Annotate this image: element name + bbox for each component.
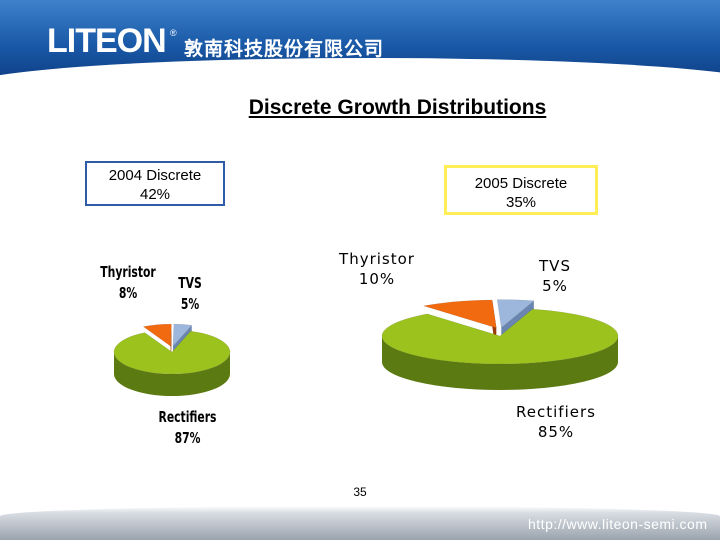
chart-2004-rectifiers-value: 87% [174,429,201,447]
chart-2004-label-thyristor: Thyristor 8% [99,262,157,304]
header-banner: LITEON ® 敦南科技股份有限公司 [0,0,720,80]
pie-2004-slice-rectifiers [113,330,231,375]
registered-mark: ® [170,28,177,38]
chart-2004-tvs-value: 5% [180,295,200,313]
pie-2005-slice-thyristor [423,299,497,329]
chart-2005-share: 35% [505,194,537,211]
chart-2005-rectifiers-name: Rectifiers [516,403,596,421]
pie-2004-slice-tvs [172,323,193,347]
pie-2004-side-rectifiers [114,352,230,396]
chart-2005-label-thyristor: Thyristor 10% [322,249,432,289]
chart-2005-title-box: 2005 Discrete 35% [444,165,598,215]
chart-2005-rectifiers-value: 85% [537,423,575,441]
chart-2005-tvs-value: 5% [542,277,568,295]
footer-url: http://www.liteon-semi.com [528,516,708,532]
liteon-logo: LITEON [47,22,167,60]
chart-2005-label-tvs: TVS 5% [520,256,590,296]
pie-2005-slice-rectifiers [381,308,619,365]
pie-2005-slice-tvs [496,299,535,329]
chart-2004-title: 2004 Discrete [108,167,202,184]
chart-2004-thyristor-value: 8% [118,284,138,302]
pie-2004 [113,323,231,396]
pie-2005-side-rectifiers [382,336,618,390]
page-number: 35 [353,485,367,499]
header-curve [0,58,720,80]
chart-2004-tvs-name: TVS [178,274,202,292]
chart-2004-rectifiers-name: Rectifiers [158,408,217,426]
company-name: 敦南科技股份有限公司 [184,38,385,60]
chart-2004-label-rectifiers: Rectifiers 87% [153,407,221,449]
chart-2005-thyristor-name: Thyristor [339,250,415,268]
chart-2005-label-rectifiers: Rectifiers 85% [496,402,616,442]
chart-2005-thyristor-value: 10% [358,270,396,288]
chart-2005-title: 2005 Discrete [474,175,568,192]
chart-2004-title-box: 2004 Discrete 42% [85,161,225,206]
chart-2004-share: 42% [139,186,171,203]
pie-2004-slice-thyristor [142,323,172,347]
footer-bar [0,506,720,540]
chart-2004-label-tvs: TVS 5% [172,273,208,315]
pie-2005 [381,299,619,390]
chart-2004-thyristor-name: Thyristor [100,263,156,281]
chart-2005-tvs-name: TVS [539,257,571,275]
page-title: Discrete Growth Distributions [248,96,547,119]
